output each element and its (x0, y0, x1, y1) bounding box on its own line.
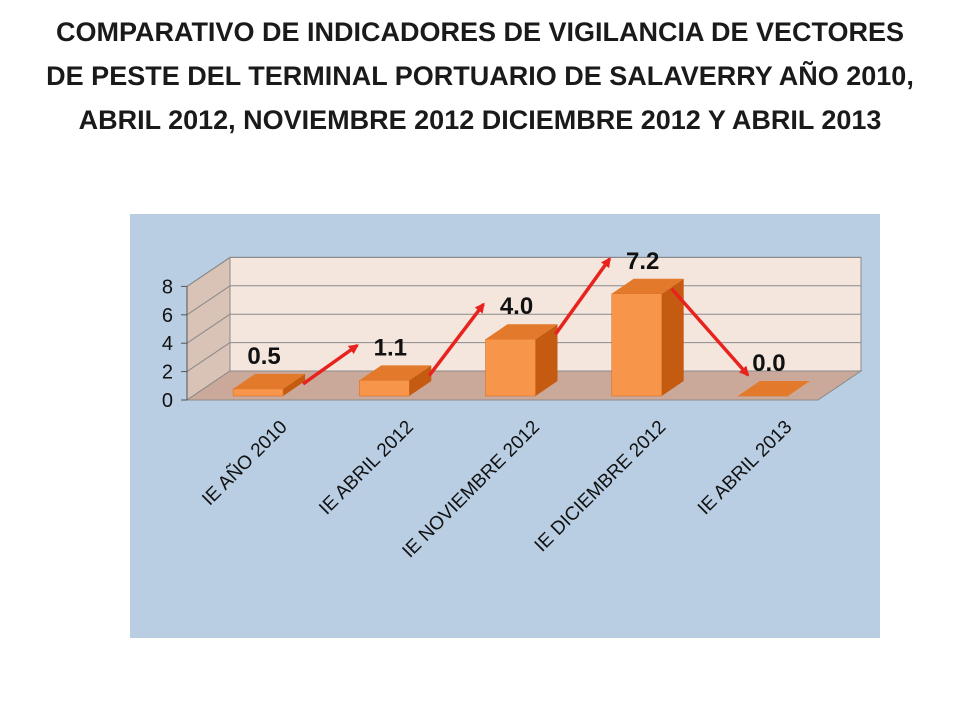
x-tick-label: IE NOVIEMBRE 2012 (399, 417, 545, 563)
bar-4 (611, 278, 684, 397)
y-tick-label: 6 (162, 305, 173, 327)
bar-side (661, 278, 684, 396)
y-tick-label: 2 (162, 362, 173, 384)
data-label: 0.0 (752, 350, 785, 377)
bar-front (359, 380, 410, 397)
bar-1 (232, 373, 306, 397)
x-tick-label: IE AÑO 2010 (198, 416, 292, 510)
gridline-side (186, 313, 231, 344)
bar-2 (359, 365, 432, 397)
data-label: 7.2 (626, 248, 659, 275)
bar-side (409, 365, 432, 396)
slide-title: COMPARATIVO DE INDICADORES DE VIGILANCIA… (46, 17, 914, 135)
bar-front (485, 338, 536, 397)
gridline-side (186, 256, 231, 287)
x-tick-label: IE DICIEMBRE 2012 (531, 417, 671, 557)
bar-5 (737, 381, 810, 397)
bar-top (485, 324, 558, 340)
chart-area: 0 2 4 6 8 0.5 IE AÑO 2010 1.1 IE ABRIL 2012 4.0 IE… (130, 214, 880, 638)
x-tick-label: IE ABRIL 2012 (315, 417, 417, 519)
y-tick-label: 0 (162, 390, 173, 412)
bar-side (535, 324, 558, 396)
trend-arrow (670, 287, 750, 377)
trend-arrow (302, 343, 359, 386)
bar-top (611, 278, 684, 294)
y-tick-label: 4 (162, 333, 173, 355)
gridline-side (186, 285, 231, 316)
bar-chart: 0 2 4 6 8 0.5 IE AÑO 2010 1.1 IE ABRIL 2012 4.0 IE… (162, 248, 863, 563)
bar-side (283, 373, 306, 396)
data-label: 1.1 (374, 334, 407, 361)
x-tick-label: IE ABRIL 2013 (694, 417, 796, 519)
bar-3 (485, 324, 558, 397)
gridline-side (186, 342, 231, 373)
data-label: 4.0 (500, 293, 533, 320)
bar-front (232, 388, 284, 397)
data-label: 0.5 (247, 343, 280, 370)
trend-arrow (554, 257, 612, 336)
bar-top (233, 373, 306, 389)
bar-front (611, 293, 662, 397)
y-tick-label: 8 (162, 276, 173, 298)
bar-top (737, 381, 810, 396)
trend-arrow (427, 302, 485, 377)
bar-top (359, 365, 432, 381)
